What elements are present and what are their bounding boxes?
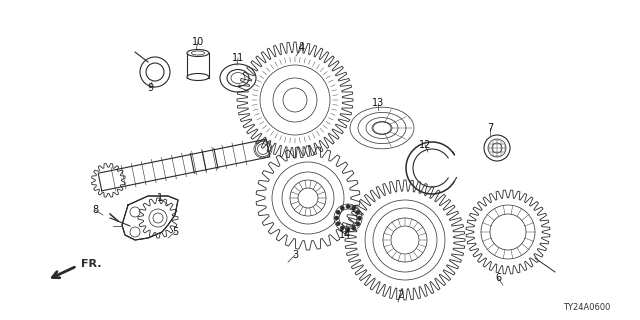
Circle shape: [340, 226, 344, 230]
Circle shape: [335, 216, 339, 220]
Circle shape: [346, 204, 350, 209]
Circle shape: [358, 216, 362, 220]
Ellipse shape: [187, 74, 209, 81]
Text: 2: 2: [397, 290, 403, 300]
Text: 12: 12: [419, 140, 431, 150]
Circle shape: [356, 222, 360, 226]
Circle shape: [352, 226, 356, 230]
Circle shape: [336, 222, 340, 226]
Circle shape: [340, 206, 344, 210]
Text: 1: 1: [157, 193, 163, 203]
Ellipse shape: [187, 50, 209, 57]
Text: 13: 13: [372, 98, 384, 108]
Bar: [187, 53, 209, 78]
Ellipse shape: [220, 64, 256, 92]
Circle shape: [346, 228, 350, 231]
Ellipse shape: [227, 69, 249, 86]
Text: 4: 4: [299, 43, 305, 53]
Circle shape: [130, 207, 140, 217]
Polygon shape: [122, 196, 178, 240]
Text: 9: 9: [147, 83, 153, 93]
Text: 3: 3: [292, 250, 298, 260]
Text: 11: 11: [232, 53, 244, 63]
Text: 7: 7: [487, 123, 493, 133]
Text: 8: 8: [92, 205, 98, 215]
Text: 6: 6: [495, 273, 501, 283]
Text: TY24A0600: TY24A0600: [563, 303, 610, 312]
Text: FR.: FR.: [81, 259, 102, 269]
Circle shape: [352, 206, 356, 210]
Circle shape: [356, 210, 360, 214]
Circle shape: [336, 210, 340, 214]
Circle shape: [130, 227, 140, 237]
Text: 5: 5: [172, 227, 178, 237]
Text: 10: 10: [192, 37, 204, 47]
Text: 14: 14: [339, 230, 351, 240]
Circle shape: [484, 135, 510, 161]
